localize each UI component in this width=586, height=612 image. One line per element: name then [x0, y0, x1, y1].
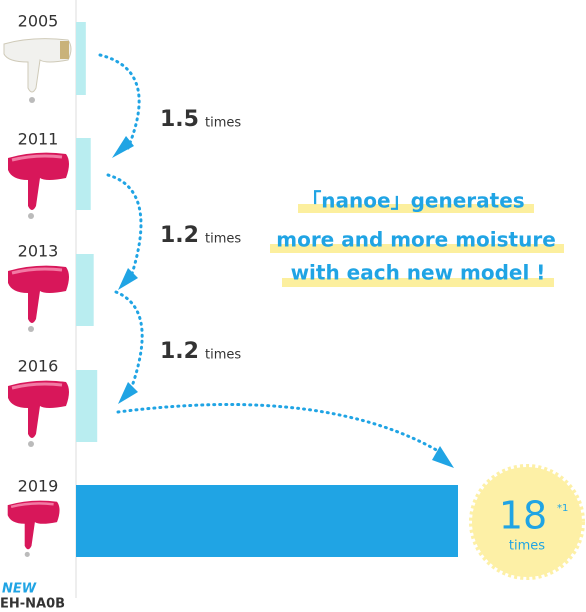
category-label: 2005	[18, 12, 59, 31]
message-line: 「nanoe」generates	[301, 189, 524, 213]
step-ratio: 1.5	[160, 107, 199, 132]
step-unit: times	[205, 348, 241, 363]
message-line: with each new model !	[291, 261, 546, 285]
category-label: 2013	[18, 242, 59, 261]
category-label: 2011	[18, 130, 59, 149]
category-label: 2016	[18, 357, 59, 376]
badge-value: 18	[499, 494, 547, 538]
dryer-image	[6, 151, 71, 221]
arrow-heads	[112, 136, 454, 468]
dryer-image	[6, 264, 71, 334]
category-label: 2019	[18, 477, 59, 496]
arrows	[98, 53, 447, 457]
dryer-image	[6, 379, 71, 449]
bar	[76, 254, 94, 326]
highlight	[270, 204, 564, 287]
bar	[76, 370, 98, 442]
bar	[76, 138, 91, 210]
model-name: EH-NA0B	[0, 597, 65, 612]
badge-note: *1	[557, 503, 568, 514]
badge	[469, 464, 585, 580]
step-ratio: 1.2	[160, 339, 199, 364]
dryer-image	[6, 499, 61, 559]
model-tag: NEW	[2, 582, 37, 597]
message-line: more and more moisture	[276, 228, 556, 252]
step-unit: times	[205, 232, 241, 247]
step-ratio: 1.2	[160, 223, 199, 248]
dryer-image	[3, 38, 72, 103]
bar	[76, 22, 86, 95]
bar	[76, 485, 458, 557]
badge-unit: times	[509, 539, 545, 554]
step-unit: times	[205, 116, 241, 131]
